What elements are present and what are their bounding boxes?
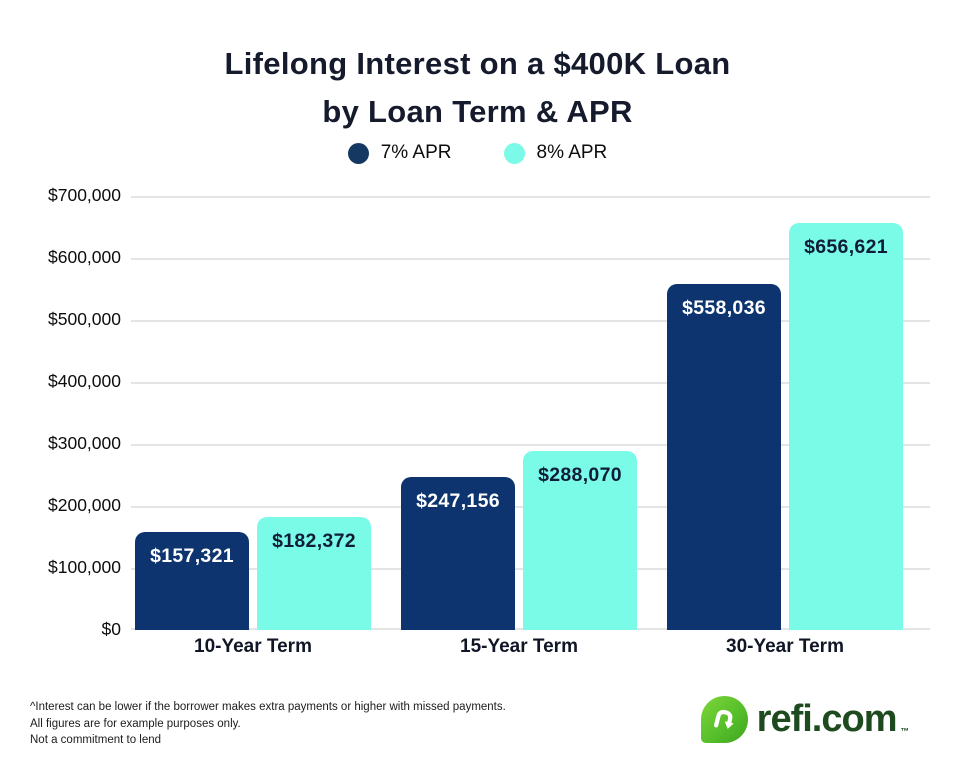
y-tick-label: $100,000 — [48, 557, 121, 577]
legend-dot-cyan — [503, 142, 525, 164]
bar-7-apr-30-year-term: $558,036 — [667, 284, 781, 630]
legend-label: 8% APR — [536, 142, 608, 163]
y-tick-label: $400,000 — [48, 371, 121, 391]
chart-legend: 7% APR 8% APR — [0, 142, 955, 164]
footnote-line: Not a commitment to lend — [30, 734, 162, 746]
bar-value-label: $288,070 — [538, 464, 622, 486]
refi-logo-text: refi.com — [756, 698, 898, 740]
gridline — [131, 382, 930, 384]
y-tick-label: $300,000 — [48, 433, 121, 453]
refi-logo-trademark: ™ — [900, 726, 910, 736]
bar-8-apr-10-year-term: $182,372 — [257, 517, 371, 630]
chart-title-line2: by Loan Term & APR — [322, 94, 633, 129]
bar-value-label: $182,372 — [272, 530, 356, 552]
x-category-label-10-year-term: 10-Year Term — [194, 636, 312, 657]
x-category-label-30-year-term: 30-Year Term — [726, 636, 844, 657]
y-tick-label: $600,000 — [48, 247, 121, 267]
legend-dot-navy — [347, 142, 369, 164]
y-tick-label: $700,000 — [48, 185, 121, 205]
chart-title: Lifelong Interest on a $400K Loan by Loa… — [0, 40, 955, 136]
refi-arrow-glyph — [714, 709, 734, 729]
gridline — [131, 444, 930, 446]
legend-item-8pct-apr: 8% APR — [503, 142, 608, 164]
gridline — [131, 258, 930, 260]
gridline — [131, 320, 930, 322]
x-category-label-15-year-term: 15-Year Term — [460, 636, 578, 657]
chart-title-line1: Lifelong Interest on a $400K Loan — [224, 46, 731, 81]
refi-logo: refi.com ™ — [700, 696, 910, 743]
bar-7-apr-10-year-term: $157,321 — [135, 532, 249, 630]
footnote-line: All figures are for example purposes onl… — [30, 717, 241, 730]
footnote-line: ^Interest can be lower if the borrower m… — [30, 701, 506, 713]
legend-item-7pct-apr: 7% APR — [347, 142, 452, 164]
bar-value-label: $247,156 — [416, 490, 500, 512]
bar-value-label: $558,036 — [682, 297, 766, 319]
gridline — [131, 196, 930, 198]
y-tick-label: $0 — [101, 619, 121, 639]
bar-value-label: $157,321 — [150, 545, 234, 567]
bar-8-apr-15-year-term: $288,070 — [523, 451, 637, 630]
plot-area: $157,321 $182,372 $247,156 $288,070 $558,036… — [131, 196, 930, 630]
y-tick-label: $200,000 — [48, 495, 121, 515]
bar-value-label: $656,621 — [804, 236, 888, 258]
bar-7-apr-15-year-term: $247,156 — [401, 477, 515, 630]
refi-logo-icon — [700, 696, 748, 743]
y-tick-label: $500,000 — [48, 309, 121, 329]
footnotes: ^Interest can be lower if the borrower m… — [30, 699, 506, 749]
legend-label: 7% APR — [380, 142, 452, 163]
bar-8-apr-30-year-term: $656,621 — [789, 223, 903, 630]
